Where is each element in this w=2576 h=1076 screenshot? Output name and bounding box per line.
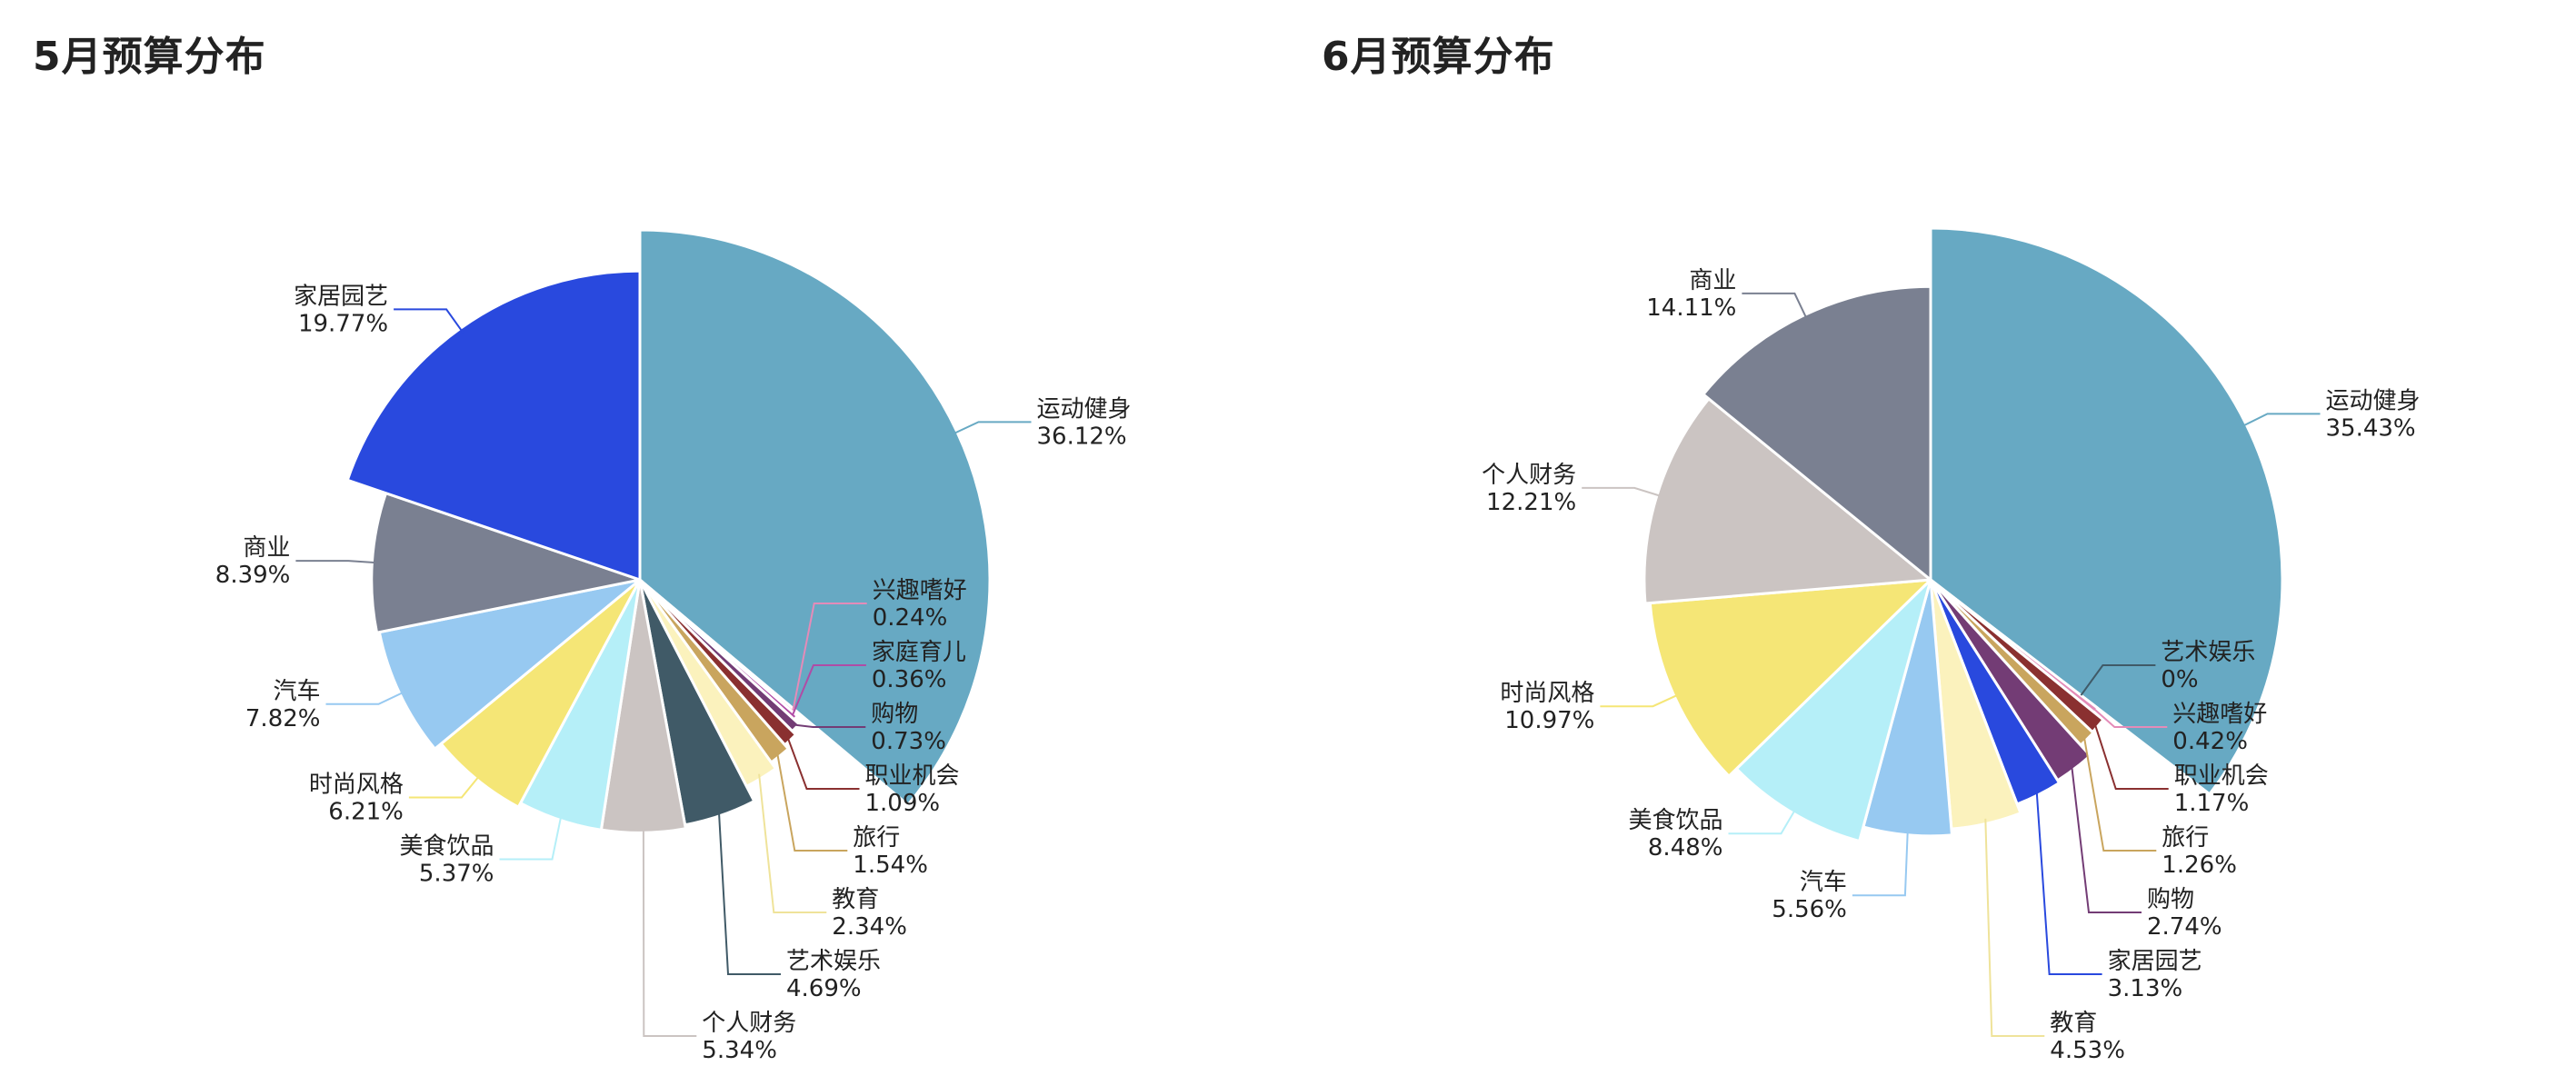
chart-title: 5月预算分布	[33, 34, 266, 80]
slice-value-3: 0.73%	[871, 728, 946, 755]
slice-value-2: 0.42%	[2172, 728, 2248, 755]
slice-value-5: 1.54%	[853, 852, 928, 879]
leader-line-9	[1728, 808, 1797, 835]
slice-value-6: 3.13%	[2108, 975, 2183, 1002]
slice-value-1: 0%	[2161, 666, 2198, 693]
slice-value-13: 19.77%	[298, 310, 388, 337]
leader-line-13	[394, 308, 465, 334]
slice-value-9: 8.48%	[1648, 834, 1723, 862]
slice-value-2: 0.36%	[872, 666, 947, 693]
leader-line-0	[2239, 413, 2321, 429]
leader-line-1	[792, 603, 867, 711]
slice-label-8: 汽车	[1800, 869, 1847, 896]
leader-line-5	[2071, 764, 2142, 913]
leader-line-0	[950, 421, 1032, 436]
leader-line-7	[1984, 818, 2045, 1037]
leader-line-11	[325, 691, 405, 705]
slice-label-4: 旅行	[2162, 824, 2209, 852]
slice-label-1: 艺术娱乐	[2161, 639, 2255, 666]
slice-value-4: 1.26%	[2162, 852, 2237, 879]
leader-line-10	[408, 774, 481, 799]
slice-value-8: 5.34%	[702, 1037, 777, 1064]
slice-value-8: 5.56%	[1772, 896, 1847, 923]
slice-label-0: 运动健身	[1037, 395, 1132, 423]
slice-label-11: 个人财务	[1482, 462, 1576, 489]
leader-line-12	[295, 560, 378, 564]
slice-value-11: 7.82%	[245, 705, 321, 732]
slice-value-5: 2.74%	[2147, 913, 2222, 941]
slice-label-6: 教育	[832, 886, 879, 913]
slice-label-3: 职业机会	[2174, 762, 2269, 790]
slice-value-11: 12.21%	[1486, 489, 1576, 516]
slice-label-9: 美食饮品	[399, 833, 494, 861]
slice-label-9: 美食饮品	[1628, 807, 1722, 834]
slice-label-10: 时尚风格	[309, 772, 404, 799]
leader-line-2	[792, 664, 866, 716]
pie-chart-may-svg: 运动健身36.12%兴趣嗜好0.24%家庭育儿0.36%购物0.73%职业机会1…	[215, 228, 1132, 1064]
leader-line-1	[2080, 664, 2156, 696]
slice-label-6: 家居园艺	[2108, 948, 2202, 975]
slice-label-8: 个人财务	[702, 1010, 796, 1037]
slice-value-9: 5.37%	[419, 861, 494, 888]
pie-chart-may: 5月预算分布 运动健身 36.12% 兴趣嗜好 0.24% 家庭育儿 0.36% 购物 0.7…	[0, 0, 1273, 1076]
slice-value-12: 8.39%	[215, 562, 291, 589]
slice-label-11: 汽车	[273, 678, 320, 705]
slice-label-3: 购物	[871, 701, 918, 728]
chart-title: 6月预算分布	[1322, 34, 1555, 80]
leader-line-5	[776, 752, 848, 852]
leader-line-11	[1582, 486, 1663, 498]
leader-line-3	[792, 723, 866, 728]
leader-line-2	[2092, 707, 2168, 728]
pie-slices	[1642, 226, 2284, 843]
slice-label-12: 商业	[243, 534, 290, 562]
slice-value-4: 1.09%	[865, 790, 941, 817]
leader-line-6	[2035, 790, 2102, 975]
pie-labels: 运动健身36.12%兴趣嗜好0.24%家庭育儿0.36%购物0.73%职业机会1…	[215, 283, 1132, 1064]
leader-line-10	[1600, 692, 1681, 708]
leader-line-7	[717, 811, 781, 975]
slice-value-1: 0.24%	[873, 604, 948, 632]
leader-line-9	[499, 814, 563, 861]
slice-label-7: 艺术娱乐	[786, 948, 881, 975]
slice-label-1: 兴趣嗜好	[873, 577, 967, 604]
leader-line-12	[1742, 292, 1809, 321]
slice-value-3: 1.17%	[2174, 790, 2250, 817]
pie-slices	[345, 228, 992, 834]
leader-line-8	[1852, 829, 1909, 897]
slice-value-12: 14.11%	[1646, 294, 1736, 322]
slice-label-13: 家居园艺	[294, 283, 388, 310]
slice-label-12: 商业	[1689, 267, 1736, 294]
slice-value-0: 36.12%	[1037, 423, 1127, 450]
slice-label-4: 职业机会	[865, 762, 960, 790]
slice-label-10: 时尚风格	[1500, 680, 1594, 707]
leader-line-4	[2082, 735, 2157, 852]
slice-label-7: 教育	[2050, 1010, 2097, 1037]
leader-line-4	[786, 736, 860, 790]
slice-label-5: 旅行	[853, 824, 900, 852]
slice-value-7: 4.53%	[2050, 1037, 2125, 1064]
slice-label-2: 家庭育儿	[872, 639, 966, 666]
leader-line-3	[2093, 722, 2169, 790]
pie-chart-june: 6月预算分布 运动健身 35.43% 艺术娱乐 0% 兴趣嗜好 0.42% 职业机会 1.17…	[1289, 0, 2561, 1076]
slice-label-2: 兴趣嗜好	[2172, 701, 2267, 728]
leader-line-8	[642, 827, 697, 1037]
slice-value-10: 10.97%	[1504, 707, 1594, 734]
slice-value-0: 35.43%	[2326, 414, 2416, 442]
slice-value-7: 4.69%	[786, 975, 862, 1002]
slice-value-10: 6.21%	[328, 799, 404, 826]
slice-label-0: 运动健身	[2326, 387, 2421, 414]
slice-label-5: 购物	[2147, 886, 2194, 913]
slice-value-6: 2.34%	[832, 913, 907, 941]
leader-line-6	[758, 773, 827, 913]
